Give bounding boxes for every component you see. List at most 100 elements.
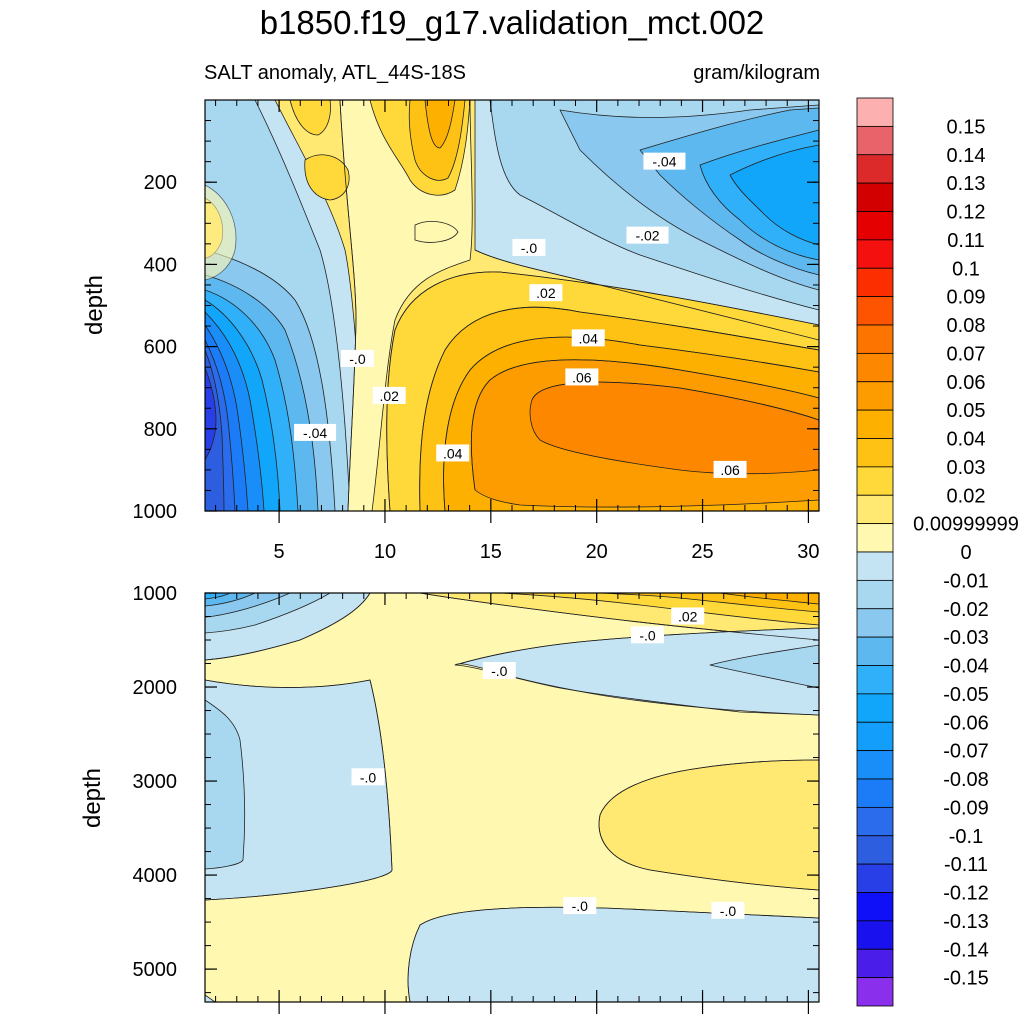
lower-bottom-negative-1 [205, 994, 216, 1002]
colorbar-swatch [856, 381, 894, 411]
colorbar-swatch [856, 211, 894, 241]
colorbar-swatch [856, 352, 894, 383]
contour-label: -.04 [643, 152, 686, 170]
upper-contour-lines [339, 100, 819, 511]
colorbar-label: -0.04 [943, 656, 989, 678]
contour-label: -.0 [482, 662, 516, 680]
colorbar-swatch [856, 721, 894, 752]
contour-label: -.0 [711, 901, 745, 919]
colorbar-swatch [856, 636, 894, 666]
contour-label-box [571, 329, 605, 347]
colorbar-swatch [856, 948, 894, 979]
colorbar-swatch [856, 977, 894, 1007]
colorbar-swatch [856, 239, 894, 269]
colorbar-swatch [856, 182, 894, 212]
colorbar-label: -0.1 [949, 826, 983, 848]
colorbar-swatch [856, 409, 894, 439]
lower-bottom-negative-0 [407, 906, 819, 1002]
contour-label-box [529, 284, 563, 302]
contour-label: -.0 [340, 349, 374, 367]
colorbar-swatch [856, 665, 894, 695]
contour-label: -.0 [563, 897, 597, 915]
contour-label-text: -.0 [572, 898, 589, 914]
x-tick-label: 15 [480, 541, 502, 563]
contour-label-box [512, 238, 546, 256]
colorbar-swatch [856, 892, 894, 922]
contour-label-box [713, 460, 747, 478]
colorbar: 0.15 0.14 0.13 0.12 0.11 0.1 0.09 0.08 0.07 0.06 0… [856, 97, 1019, 1007]
colorbar-label: 0.14 [947, 145, 986, 167]
colorbar-label: 0.04 [947, 429, 986, 451]
upper-east-negative-5 [729, 144, 819, 246]
colorbar-label: 0.08 [947, 315, 986, 337]
x-tick-label: 30 [797, 541, 819, 563]
contour-label: .06 [565, 368, 599, 386]
colorbar-swatch [856, 750, 894, 780]
contour-label-text: -.02 [635, 228, 659, 244]
lower-y-axis-title: depth [79, 768, 106, 828]
colorbar-label: 0.12 [947, 202, 986, 224]
contour-label-text: .04 [578, 330, 598, 346]
colorbar-label: -0.09 [943, 797, 989, 819]
colorbar-label: -0.08 [943, 769, 989, 791]
colorbar-label: 0.1 [952, 258, 980, 280]
colorbar-swatch [856, 324, 894, 354]
colorbar-swatch [856, 551, 894, 581]
lower-west-column-core [205, 699, 246, 870]
contour-label: .04 [571, 329, 605, 347]
y-tick-label: 1000 [133, 583, 178, 605]
contour-label: -.0 [351, 768, 385, 786]
colorbar-label: 0.06 [947, 372, 986, 394]
colorbar-swatch [856, 778, 894, 808]
lower-contour-label-group: .02 -.0 -.0 -.0 -.0 -.0 [351, 607, 745, 919]
contour-label-text: -.04 [652, 154, 676, 170]
contour-label: .06 [713, 460, 747, 478]
y-tick-label: 3000 [133, 771, 178, 793]
contour-label-box [351, 768, 385, 786]
contour-label-text: -.0 [360, 769, 377, 785]
y-tick-label: 1000 [133, 501, 178, 523]
colorbar-swatch [856, 523, 894, 553]
contour-label: .04 [436, 444, 470, 462]
upper-shallow-blob-2 [424, 100, 456, 149]
colorbar-label: 0.07 [947, 343, 986, 365]
contour-label-box [340, 349, 374, 367]
colorbar-label: -0.03 [943, 627, 989, 649]
lower-east-negative-core [709, 644, 819, 689]
upper-west-negative-10 [205, 367, 217, 461]
colorbar-swatch [856, 125, 894, 156]
contour-label-box [626, 226, 669, 244]
upper-shallow-blob-3 [289, 100, 331, 136]
y-tick-label: 400 [144, 254, 177, 276]
upper-shallow-blob-5 [414, 221, 459, 243]
contour-label: -.0 [631, 626, 665, 644]
colorbar-swatch [856, 154, 894, 184]
colorbar-swatch [856, 608, 894, 638]
y-tick-label: 800 [144, 419, 177, 441]
colorbar-swatch [856, 267, 894, 298]
colorbar-label: 0.03 [947, 457, 986, 479]
contour-label: .02 [529, 284, 563, 302]
colorbar-label: -0.01 [943, 570, 989, 592]
colorbar-swatch [856, 863, 894, 893]
colorbar-label: -0.15 [943, 968, 989, 990]
colorbar-swatch [856, 494, 894, 525]
y-tick-label: 4000 [133, 865, 178, 887]
x-tick-label: 20 [586, 541, 608, 563]
y-tick-label: 5000 [133, 959, 178, 981]
colorbar-swatch [856, 296, 894, 326]
upper-contour-label-group: -.04 -.02 -.0 .02 .04 -.0 .02 .06 -.04 .04 .06 [294, 152, 747, 478]
contour-label-box [631, 626, 665, 644]
contour-label-box [643, 152, 686, 170]
upper-west-pale-pocket [205, 184, 237, 281]
y-tick-label: 200 [144, 172, 177, 194]
x-tick-label: 10 [374, 541, 396, 563]
contour-label-text: .02 [536, 285, 556, 301]
contour-label-text: -.0 [491, 663, 508, 679]
contour-label-text: .04 [443, 445, 463, 461]
colorbar-label: -0.06 [943, 712, 989, 734]
contour-label-text: -.04 [303, 425, 327, 441]
colorbar-swatch [856, 920, 894, 950]
contour-label-text: -.0 [349, 351, 366, 367]
colorbar-swatch [856, 806, 894, 837]
